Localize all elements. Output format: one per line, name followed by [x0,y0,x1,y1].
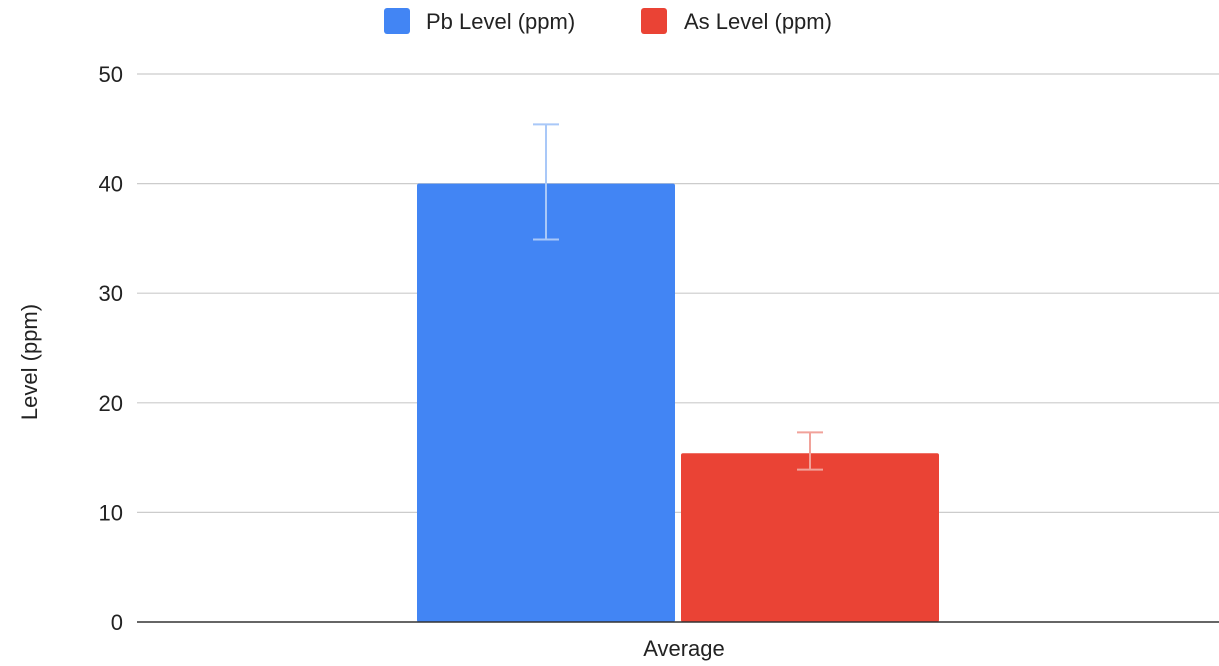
error-bar [533,123,559,241]
legend-item: As Level (ppm) [641,8,832,34]
y-tick-label: 50 [99,62,123,87]
y-axis-ticks: 0 10 20 30 40 50 [99,62,123,635]
legend-label: As Level (ppm) [684,9,832,34]
legend-swatch [641,8,667,34]
x-axis-ticks: Average [643,636,725,661]
legend: Pb Level (ppm) As Level (ppm) [384,8,832,34]
y-tick-label: 20 [99,391,123,416]
bar-as [681,453,939,622]
y-axis-label: Level (ppm) [17,304,42,420]
gridlines [137,73,1219,514]
bar-pb [417,183,675,622]
y-tick-label: 10 [99,500,123,525]
bars [417,183,939,622]
error-bar [797,431,823,471]
legend-swatch [384,8,410,34]
legend-item: Pb Level (ppm) [384,8,575,34]
y-tick-label: 0 [111,610,123,635]
legend-label: Pb Level (ppm) [426,9,575,34]
y-tick-label: 30 [99,281,123,306]
error-bars [533,123,823,471]
y-tick-label: 40 [99,172,123,197]
x-tick-label: Average [643,636,725,661]
